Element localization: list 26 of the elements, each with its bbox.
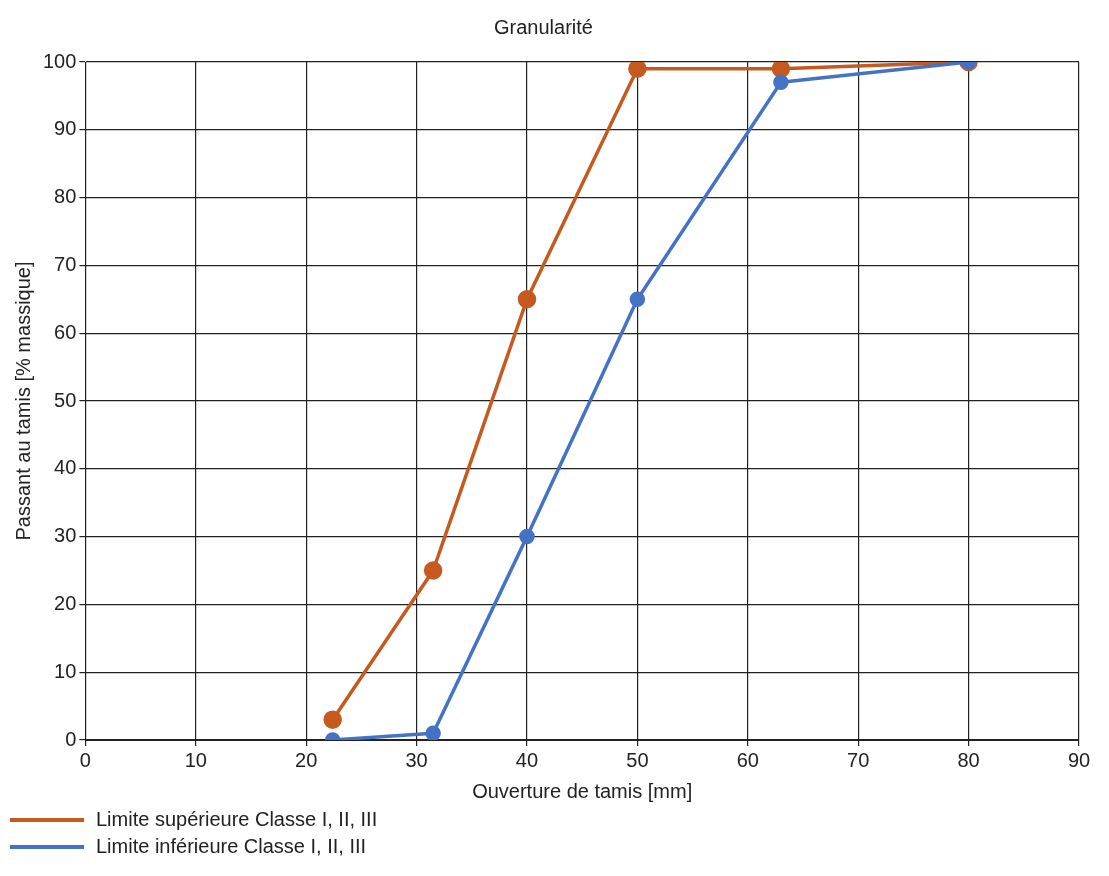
y-axis-title: Passant au tamis [% massique]	[11, 261, 34, 541]
x-tick-label: 10	[184, 748, 207, 771]
y-tick-label: 20	[54, 591, 77, 614]
x-tick-label: 60	[736, 748, 759, 771]
x-tick-label: 20	[295, 748, 318, 771]
y-tick-label: 90	[54, 117, 77, 140]
x-tick-label: 0	[79, 748, 91, 771]
legend-label: Limite supérieure Classe I, II, III	[96, 808, 378, 831]
y-tick-label: 70	[54, 252, 77, 275]
y-tick-label: 50	[54, 388, 77, 411]
x-tick-label: 30	[405, 748, 428, 771]
x-axis-title: Ouverture de tamis [mm]	[472, 779, 693, 802]
x-tick-label: 70	[847, 748, 870, 771]
y-tick-label: 30	[54, 524, 77, 547]
y-tick-label: 60	[54, 320, 77, 343]
chart-title: Granularité	[494, 15, 593, 38]
y-tick-label: 100	[42, 49, 77, 72]
y-tick-label: 0	[65, 727, 77, 750]
y-tick-label: 10	[54, 659, 77, 682]
x-tick-label: 80	[957, 748, 980, 771]
x-tick-label: 50	[626, 748, 649, 771]
x-tick-label: 40	[515, 748, 539, 771]
legend-label: Limite inférieure Classe I, II, III	[96, 835, 367, 858]
y-tick-label: 40	[54, 456, 77, 479]
y-tick-label: 80	[54, 185, 77, 208]
x-tick-label: 90	[1067, 748, 1091, 771]
